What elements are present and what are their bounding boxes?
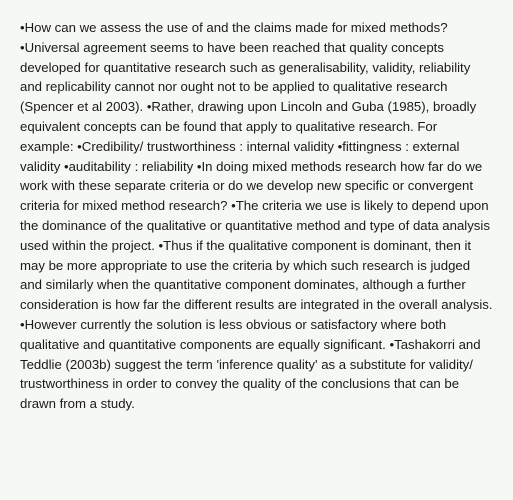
body-text: •How can we assess the use of and the cl… xyxy=(20,20,493,411)
document-body: •How can we assess the use of and the cl… xyxy=(20,18,493,414)
